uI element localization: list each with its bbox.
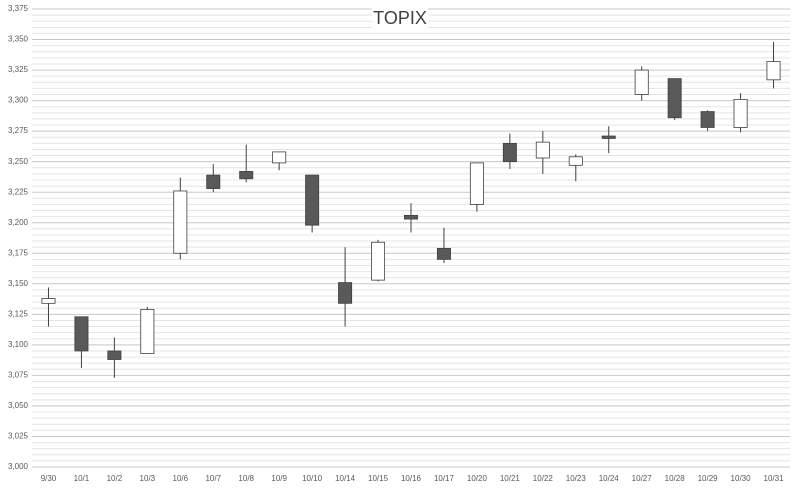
candle-body: [272, 151, 287, 164]
candle-body: [700, 111, 715, 128]
x-tick-label: 10/20: [467, 474, 488, 483]
candle-body: [239, 171, 254, 180]
candle-body: [41, 298, 56, 304]
x-tick-label: 10/16: [401, 474, 422, 483]
y-tick-label: 3,000: [8, 462, 29, 471]
candle-body: [568, 156, 583, 166]
y-tick-label: 3,125: [8, 309, 29, 318]
x-tick-label: 10/30: [731, 474, 752, 483]
x-tick-label: 10/15: [368, 474, 389, 483]
candle-body: [634, 69, 649, 95]
candle-body: [338, 282, 353, 304]
x-tick-label: 10/10: [302, 474, 323, 483]
y-tick-label: 3,175: [8, 248, 29, 257]
chart-title: TOPIX: [373, 8, 427, 28]
x-tick-label: 10/28: [665, 474, 686, 483]
candle-body: [140, 309, 155, 354]
candle-body: [469, 162, 484, 205]
candle-body: [733, 98, 748, 128]
candle-body: [74, 316, 89, 352]
x-tick-label: 10/14: [335, 474, 356, 483]
candle-body: [766, 61, 781, 81]
y-tick-label: 3,025: [8, 432, 29, 441]
x-tick-label: 10/3: [140, 474, 156, 483]
y-tick-label: 3,300: [8, 96, 29, 105]
candle-body: [305, 174, 320, 226]
x-tick-label: 10/2: [107, 474, 123, 483]
x-tick-label: 10/9: [271, 474, 287, 483]
candle-body: [107, 350, 122, 360]
candle-body: [535, 141, 550, 159]
x-tick-label: 10/24: [599, 474, 620, 483]
x-tick-label: 10/27: [632, 474, 653, 483]
candle-body: [667, 78, 682, 119]
candle-body: [206, 174, 221, 189]
x-tick-label: 9/30: [41, 474, 57, 483]
y-tick-label: 3,050: [8, 401, 29, 410]
y-tick-label: 3,375: [8, 4, 29, 13]
y-tick-label: 3,350: [8, 35, 29, 44]
candle-body: [173, 190, 188, 254]
y-tick-label: 3,275: [8, 126, 29, 135]
title-backdrop: [372, 7, 428, 29]
y-tick-label: 3,075: [8, 371, 29, 380]
y-tick-label: 3,225: [8, 187, 29, 196]
y-tick-label: 3,150: [8, 279, 29, 288]
x-tick-label: 10/22: [533, 474, 554, 483]
x-tick-label: 10/7: [205, 474, 221, 483]
candle-body: [502, 142, 517, 163]
y-tick-label: 3,100: [8, 340, 29, 349]
x-tick-label: 10/1: [74, 474, 90, 483]
candle-body: [601, 135, 616, 139]
x-tick-label: 10/8: [238, 474, 254, 483]
candle-body: [436, 247, 451, 260]
y-tick-label: 3,325: [8, 65, 29, 74]
x-tick-label: 10/23: [566, 474, 587, 483]
x-tick-label: 10/29: [698, 474, 719, 483]
candle-body: [404, 215, 418, 220]
x-tick-label: 10/17: [434, 474, 455, 483]
candle-body: [371, 241, 386, 281]
x-tick-label: 10/21: [500, 474, 521, 483]
x-tick-label: 10/6: [173, 474, 189, 483]
y-tick-label: 3,200: [8, 218, 29, 227]
x-tick-label: 10/31: [764, 474, 785, 483]
y-tick-label: 3,250: [8, 157, 29, 166]
